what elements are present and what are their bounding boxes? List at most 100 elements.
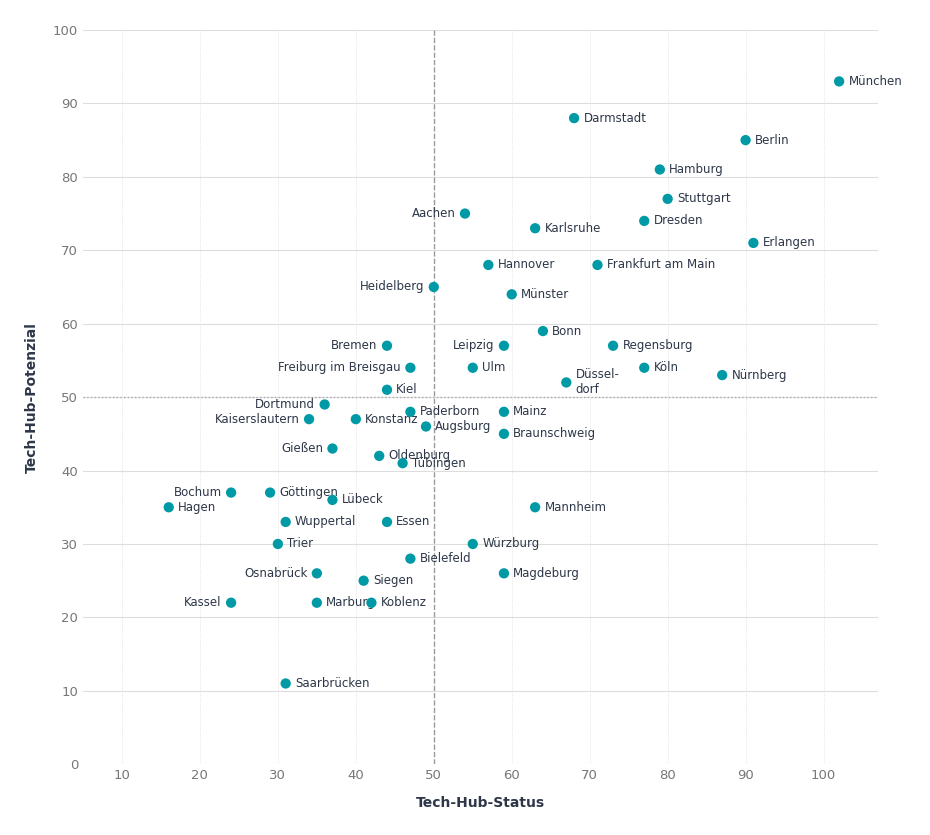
Y-axis label: Tech-Hub-Potenzial: Tech-Hub-Potenzial bbox=[25, 321, 39, 473]
Point bbox=[566, 111, 581, 124]
Point bbox=[465, 361, 480, 374]
Point bbox=[831, 74, 846, 88]
Text: Bochum: Bochum bbox=[174, 486, 221, 499]
Text: Trier: Trier bbox=[287, 538, 313, 550]
Text: Berlin: Berlin bbox=[755, 134, 790, 147]
Point bbox=[379, 383, 394, 397]
Point bbox=[590, 258, 604, 271]
Point bbox=[301, 412, 316, 426]
Text: Gießen: Gießen bbox=[281, 442, 323, 455]
Point bbox=[481, 258, 496, 271]
Point bbox=[403, 405, 418, 418]
Point bbox=[637, 361, 652, 374]
Point bbox=[317, 397, 332, 411]
Text: Münster: Münster bbox=[521, 288, 569, 301]
Text: Koblenz: Koblenz bbox=[380, 596, 427, 610]
Point bbox=[278, 515, 293, 529]
Text: Lübeck: Lübeck bbox=[342, 493, 383, 506]
Text: Nürnberg: Nürnberg bbox=[732, 368, 787, 382]
Point bbox=[527, 501, 542, 514]
Text: Karlsruhe: Karlsruhe bbox=[544, 222, 601, 235]
Text: Bonn: Bonn bbox=[552, 325, 582, 337]
Point bbox=[271, 537, 286, 550]
Text: Darmstadt: Darmstadt bbox=[583, 112, 646, 124]
Text: Heidelberg: Heidelberg bbox=[360, 281, 424, 293]
Point bbox=[262, 486, 277, 499]
Point bbox=[458, 207, 472, 220]
Point bbox=[637, 215, 652, 228]
Point bbox=[310, 567, 325, 580]
Point bbox=[746, 236, 761, 250]
Point bbox=[224, 596, 239, 610]
Text: Bremen: Bremen bbox=[331, 339, 378, 352]
Point bbox=[395, 457, 410, 470]
Text: Kiel: Kiel bbox=[396, 383, 418, 397]
Text: Dortmund: Dortmund bbox=[256, 398, 315, 411]
Text: Göttingen: Göttingen bbox=[279, 486, 339, 499]
Text: München: München bbox=[848, 75, 902, 88]
Point bbox=[497, 567, 512, 580]
Point bbox=[379, 339, 394, 352]
Text: Kassel: Kassel bbox=[184, 596, 221, 610]
Text: Hamburg: Hamburg bbox=[670, 163, 724, 176]
Point bbox=[310, 596, 325, 610]
Text: Leipzig: Leipzig bbox=[453, 339, 495, 352]
Point bbox=[418, 420, 433, 433]
Text: Osnabrück: Osnabrück bbox=[244, 567, 308, 579]
Text: Paderborn: Paderborn bbox=[419, 405, 480, 418]
Text: Erlangen: Erlangen bbox=[763, 236, 816, 250]
Text: Bielefeld: Bielefeld bbox=[419, 552, 472, 565]
Text: Augsburg: Augsburg bbox=[435, 420, 492, 433]
Point bbox=[372, 449, 387, 463]
Point bbox=[161, 501, 176, 514]
Text: Wuppertal: Wuppertal bbox=[295, 515, 356, 529]
Point bbox=[224, 486, 239, 499]
X-axis label: Tech-Hub-Status: Tech-Hub-Status bbox=[416, 796, 545, 810]
Text: Saarbrücken: Saarbrücken bbox=[295, 677, 369, 690]
Text: Kaiserslautern: Kaiserslautern bbox=[215, 412, 299, 426]
Text: Köln: Köln bbox=[654, 362, 679, 374]
Text: Hannover: Hannover bbox=[498, 259, 555, 271]
Point bbox=[536, 324, 551, 337]
Point bbox=[426, 281, 441, 294]
Point bbox=[653, 163, 668, 176]
Text: Würzburg: Würzburg bbox=[482, 538, 539, 550]
Text: Marburg: Marburg bbox=[326, 596, 376, 610]
Point bbox=[379, 515, 394, 529]
Text: Düssel-
dorf: Düssel- dorf bbox=[576, 368, 619, 397]
Point bbox=[325, 493, 339, 507]
Point bbox=[660, 192, 675, 205]
Text: Dresden: Dresden bbox=[654, 215, 703, 227]
Point bbox=[403, 361, 418, 374]
Point bbox=[605, 339, 620, 352]
Text: Siegen: Siegen bbox=[373, 574, 413, 587]
Point bbox=[559, 376, 574, 389]
Point bbox=[278, 677, 293, 691]
Text: Magdeburg: Magdeburg bbox=[513, 567, 580, 579]
Point bbox=[325, 442, 339, 455]
Point bbox=[349, 412, 364, 426]
Text: Oldenburg: Oldenburg bbox=[389, 449, 451, 463]
Text: Frankfurt am Main: Frankfurt am Main bbox=[607, 259, 715, 271]
Point bbox=[715, 368, 730, 382]
Point bbox=[403, 552, 418, 565]
Text: Mannheim: Mannheim bbox=[544, 501, 606, 514]
Point bbox=[497, 405, 512, 418]
Text: Aachen: Aachen bbox=[412, 207, 456, 220]
Point bbox=[738, 134, 753, 147]
Point bbox=[497, 428, 512, 441]
Point bbox=[465, 537, 480, 550]
Text: Hagen: Hagen bbox=[179, 501, 217, 514]
Text: Freiburg im Breisgau: Freiburg im Breisgau bbox=[278, 362, 401, 374]
Text: Essen: Essen bbox=[396, 515, 431, 529]
Point bbox=[504, 287, 519, 301]
Text: Mainz: Mainz bbox=[513, 405, 548, 418]
Text: Braunschweig: Braunschweig bbox=[513, 428, 596, 440]
Text: Regensburg: Regensburg bbox=[622, 339, 693, 352]
Point bbox=[527, 221, 542, 235]
Text: Tübingen: Tübingen bbox=[412, 457, 466, 470]
Point bbox=[497, 339, 512, 352]
Point bbox=[364, 596, 379, 610]
Text: Stuttgart: Stuttgart bbox=[677, 192, 731, 205]
Point bbox=[356, 574, 371, 587]
